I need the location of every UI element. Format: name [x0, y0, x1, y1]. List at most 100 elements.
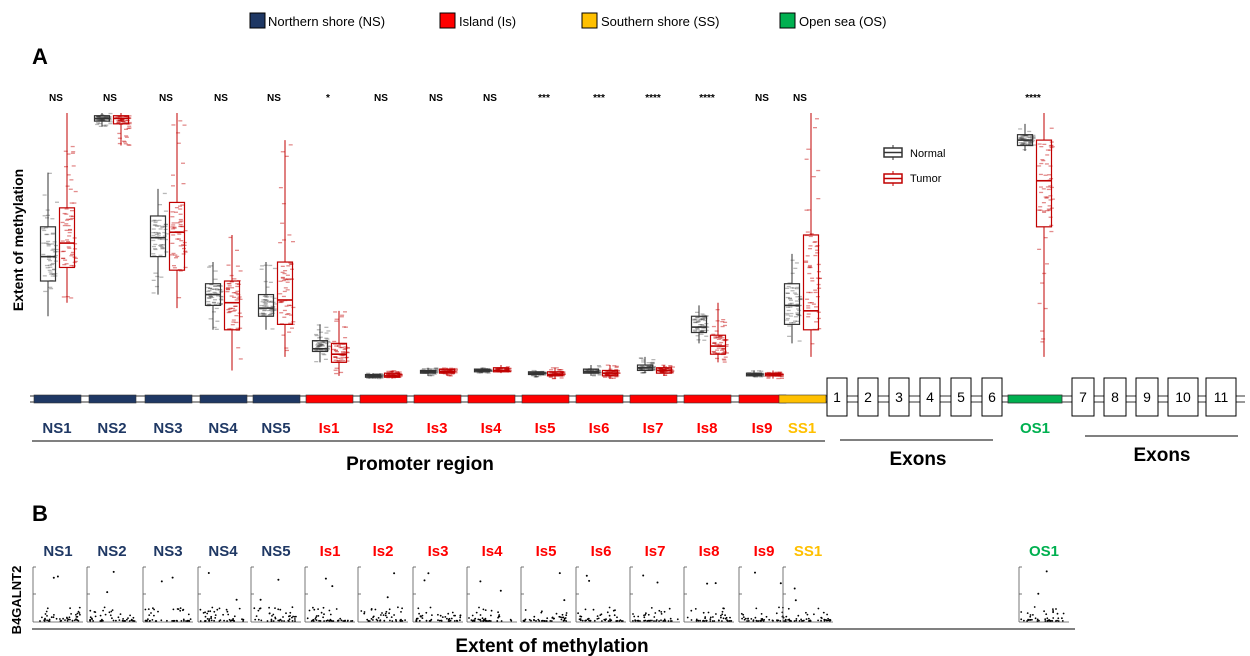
promoter-bar-is4	[467, 394, 516, 404]
jitter-point	[102, 124, 107, 127]
jitter-point	[808, 291, 813, 294]
jitter-point	[324, 326, 329, 328]
jitter-point	[814, 306, 818, 308]
jitter-point	[289, 263, 294, 265]
jitter-point	[496, 368, 501, 370]
jitter-point	[284, 347, 289, 349]
jitter-point	[449, 369, 454, 371]
jitter-point	[44, 242, 49, 244]
scatter-point	[111, 609, 114, 611]
jitter-point	[324, 347, 329, 349]
jitter-point	[811, 303, 816, 305]
scatter-plot-is3	[412, 566, 463, 623]
jitter-point	[226, 288, 231, 290]
jitter-point	[279, 312, 284, 314]
scatter-point	[663, 618, 666, 621]
jitter-point	[1047, 174, 1052, 176]
scatter-point	[632, 613, 634, 615]
jitter-point	[117, 142, 122, 145]
jitter-point	[282, 278, 287, 280]
jitter-point	[751, 370, 755, 372]
jitter-point	[488, 370, 493, 372]
jitter-point	[181, 183, 186, 185]
jitter-point	[265, 296, 270, 298]
scatter-point	[644, 619, 647, 622]
jitter-point	[345, 356, 350, 359]
box-normal-ns3	[149, 188, 169, 295]
jitter-point	[260, 312, 265, 314]
jitter-point	[158, 204, 162, 206]
jitter-point	[701, 314, 706, 316]
jitter-point	[69, 202, 74, 204]
jitter-point	[1048, 199, 1053, 201]
scatter-point	[610, 619, 613, 622]
jitter-point	[336, 357, 341, 359]
jitter-point	[807, 209, 812, 211]
jitter-point	[754, 376, 759, 378]
jitter-point	[266, 309, 271, 312]
scatter-point	[500, 620, 503, 622]
jitter-point	[814, 321, 819, 323]
scatter-point	[375, 618, 378, 621]
jitter-point	[366, 377, 371, 379]
scatter-point	[489, 620, 492, 622]
jitter-point	[73, 190, 78, 193]
jitter-point	[647, 368, 652, 371]
jitter-point	[41, 253, 46, 256]
jitter-point	[504, 367, 509, 369]
scatter-point	[56, 575, 59, 578]
scatter-point	[632, 620, 634, 622]
jitter-point	[817, 277, 822, 279]
jitter-point	[379, 377, 384, 379]
jitter-point	[41, 228, 46, 230]
jitter-point	[180, 204, 185, 206]
jitter-point	[702, 339, 707, 341]
jitter-point	[754, 376, 759, 378]
scatter-point	[44, 613, 47, 615]
jitter-point	[398, 373, 403, 376]
scatter-point	[431, 614, 433, 616]
region-label-is7: Is7	[643, 420, 664, 437]
jitter-point	[71, 165, 76, 167]
scatter-point	[658, 609, 661, 612]
jitter-point	[1037, 302, 1042, 305]
jitter-point	[705, 326, 710, 328]
scatter-point	[747, 617, 749, 620]
jitter-point	[1042, 143, 1047, 145]
jitter-point	[692, 319, 697, 321]
box	[149, 215, 167, 258]
sig-ns1: NS	[49, 93, 63, 104]
jitter-point	[1044, 163, 1049, 165]
jitter-point	[1026, 136, 1031, 138]
scatter-point	[127, 617, 129, 619]
jitter-point	[278, 293, 283, 295]
jitter-point	[96, 116, 101, 118]
scatter-point	[160, 619, 163, 622]
jitter-point	[434, 367, 439, 369]
jitter-point	[226, 311, 231, 314]
jitter-point	[264, 300, 269, 303]
jitter-point	[68, 228, 72, 231]
jitter-point	[660, 371, 665, 373]
jitter-point	[430, 368, 435, 370]
jitter-point	[283, 287, 288, 289]
scatter-point	[660, 619, 662, 622]
box-tumor-is3	[438, 367, 458, 377]
scatter-point	[1031, 618, 1033, 621]
scatter-point	[291, 606, 294, 609]
jitter-point	[453, 370, 458, 372]
jitter-point	[718, 335, 723, 337]
scatter-point	[271, 615, 273, 617]
jitter-point	[659, 368, 664, 370]
jitter-point	[699, 324, 704, 326]
jitter-point	[1021, 138, 1026, 140]
jitter-point	[69, 255, 74, 257]
jitter-point	[153, 221, 158, 224]
scatter-point	[1061, 617, 1063, 620]
scatter-point	[721, 610, 724, 613]
scatter-point	[210, 617, 213, 620]
panel-b-scatter-plots	[32, 566, 1069, 623]
jitter-point	[1042, 210, 1046, 212]
region-label-os1: OS1	[1020, 420, 1050, 437]
jitter-point	[284, 155, 289, 157]
